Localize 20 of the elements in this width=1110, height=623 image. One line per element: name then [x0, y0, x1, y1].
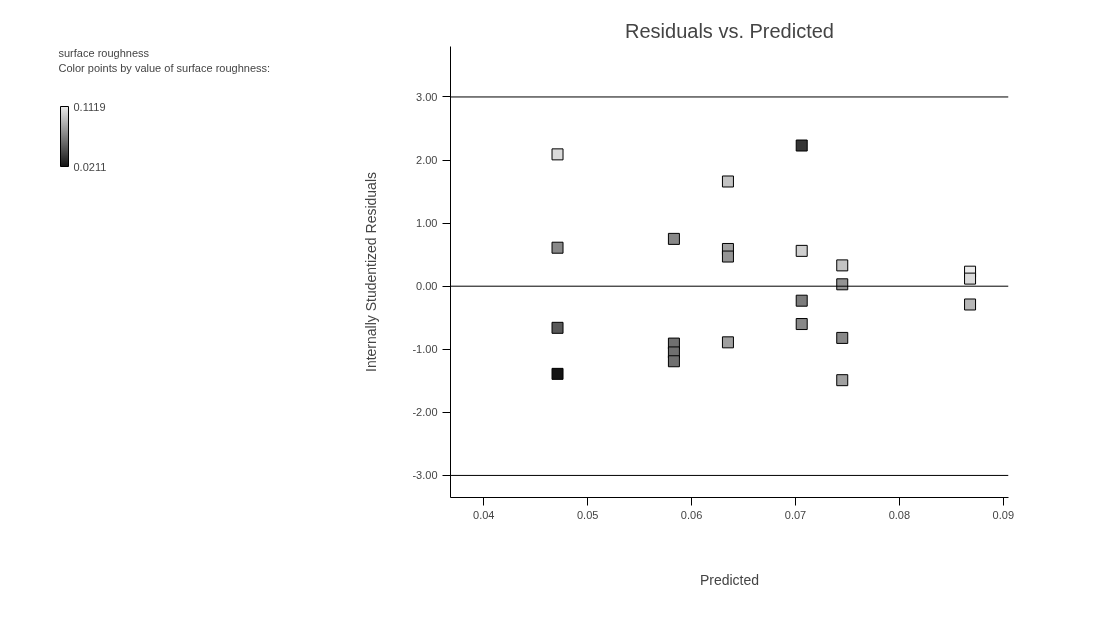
x-tick-label: 0.09 [992, 508, 1015, 521]
x-tick-label: 0.08 [888, 508, 911, 521]
y-tick-label: -1.00 [412, 343, 438, 356]
y-tick-label: 3.00 [416, 90, 438, 103]
text: surface roughness [58, 47, 150, 60]
y-tick-label: -3.00 [412, 469, 438, 482]
color-bar-title: Color points by value of surface roughness: [58, 61, 271, 74]
color-bar-label: 0.0211 [73, 160, 107, 173]
chart-title: Residuals vs. Predicted [625, 19, 834, 42]
y-tick-label: 2.00 [416, 154, 438, 167]
x-tick-label: 0.04 [473, 508, 495, 521]
x-tick-label: 0.07 [784, 508, 807, 521]
y-axis-title: Internally Studentized Residuals [363, 171, 380, 372]
y-tick-label: 0.00 [416, 280, 438, 293]
y-tick-label: -2.00 [412, 406, 438, 419]
color-bar-label: 0.1119 [73, 100, 106, 113]
x-tick-label: 0.06 [680, 508, 703, 521]
x-tick-label: 0.05 [576, 508, 599, 521]
y-tick-label: 1.00 [416, 217, 438, 230]
x-axis-title: Predicted [699, 571, 760, 588]
